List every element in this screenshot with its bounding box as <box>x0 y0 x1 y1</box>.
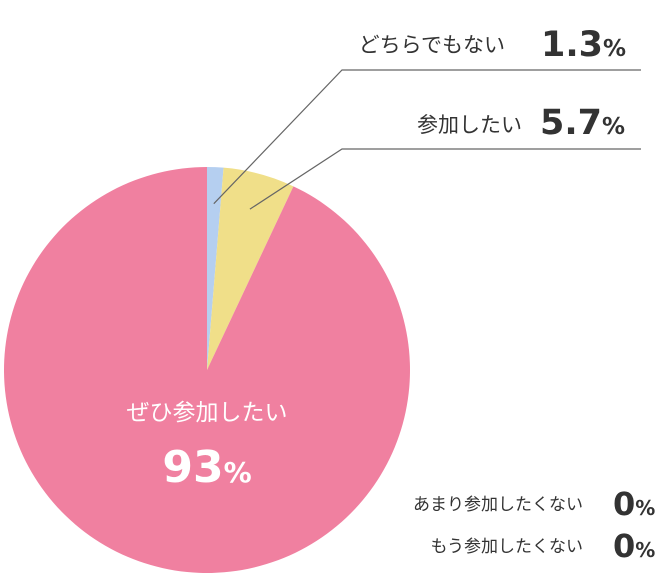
slice-value-zehi: 93% <box>162 442 251 493</box>
slice-label-sanka: 参加したい <box>417 113 522 137</box>
slice-label-zehi: ぜひ参加したい <box>127 400 288 426</box>
slice-value-dochiramo: 1.3% <box>541 25 626 65</box>
pie-slices <box>3 166 411 573</box>
leader-line-0 <box>213 69 641 205</box>
pie-slice-1 <box>207 167 294 370</box>
pie-slice-2 <box>3 166 411 573</box>
slice-label-mou: もう参加したくない <box>431 537 584 557</box>
slice-value-amari: 0% <box>613 485 655 523</box>
slice-label-amari: あまり参加したくない <box>413 495 583 515</box>
pie-slice-0 <box>207 167 224 370</box>
leader-line-1 <box>249 148 641 210</box>
leader-lines <box>213 69 641 210</box>
slice-value-mou: 0% <box>613 527 655 565</box>
slice-label-dochiramo: どちらでもない <box>359 33 505 57</box>
slice-value-sanka: 5.7% <box>540 103 625 143</box>
